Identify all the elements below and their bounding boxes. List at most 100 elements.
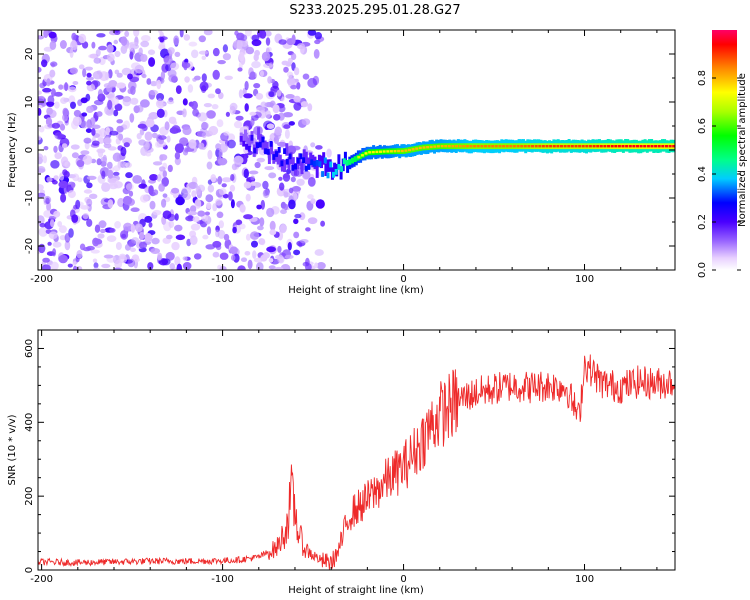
noise-cell: [167, 47, 175, 55]
ridge-core-cell: [455, 145, 458, 148]
colorbar-tick-label: 0.0: [697, 262, 708, 278]
noise-cell: [139, 241, 147, 249]
noise-cell: [144, 233, 153, 243]
ridge-core-cell: [400, 149, 404, 153]
noise-cell: [64, 161, 71, 168]
noise-cell: [38, 125, 45, 133]
ridge-halo-cell: [263, 140, 267, 153]
noise-cell: [250, 175, 255, 181]
noise-cell: [277, 141, 287, 147]
noise-cell: [188, 139, 197, 149]
noise-cell: [189, 205, 197, 213]
noise-cell: [79, 243, 86, 251]
noise-cell: [217, 176, 223, 185]
noise-cell: [147, 262, 154, 270]
noise-cell: [86, 175, 97, 180]
colorbar: 0.0 0.2 0.4 0.6 0.8 Normalized spectral ampl…: [697, 30, 748, 278]
noise-cell: [48, 231, 58, 240]
ridge-core-cell: [552, 145, 556, 148]
noise-cell: [116, 82, 126, 89]
noise-cell: [86, 105, 94, 113]
noise-cell: [260, 238, 266, 246]
noise-cell: [192, 216, 200, 223]
noise-cell: [103, 142, 112, 149]
y-tick-label: 400: [24, 413, 35, 432]
noise-cell: [123, 222, 133, 232]
noise-cell: [268, 265, 276, 270]
noise-cell: [215, 88, 221, 95]
noise-cell: [225, 111, 230, 117]
ridge-halo-cell: [291, 157, 295, 170]
noise-cell: [106, 235, 117, 243]
ridge-core-cell: [382, 150, 386, 153]
noise-cell: [71, 152, 79, 159]
ridge-halo-cell: [248, 134, 252, 148]
noise-cell: [272, 104, 280, 114]
ridge-core-cell: [563, 145, 567, 148]
noise-cell: [38, 192, 46, 198]
noise-cell: [260, 254, 268, 262]
ridge-core-cell: [433, 145, 437, 148]
noise-cell: [53, 210, 61, 218]
noise-cell: [217, 264, 222, 270]
noise-cell: [118, 133, 124, 141]
noise-cell: [116, 125, 124, 133]
ridge-mid-cell: [663, 143, 667, 150]
noise-cell: [47, 95, 55, 105]
noise-cell: [274, 266, 284, 270]
noise-cell: [243, 168, 249, 179]
ridge-halo-cell: [337, 154, 341, 167]
noise-cell: [97, 89, 103, 99]
noise-cell: [199, 81, 209, 92]
noise-cell: [76, 250, 83, 259]
ridge-halo-cell: [257, 127, 261, 140]
noise-cell: [206, 226, 212, 236]
noise-cell: [226, 133, 236, 142]
ridge-core-cell: [516, 145, 520, 148]
noise-cell: [58, 225, 67, 234]
noise-cell: [238, 51, 245, 62]
noise-cell: [208, 125, 219, 136]
ridge-mid-cell: [264, 148, 268, 155]
noise-cell: [146, 78, 152, 85]
noise-cell: [301, 118, 311, 126]
noise-cell: [326, 148, 332, 158]
noise-cell: [235, 115, 244, 121]
noise-cell: [194, 198, 202, 209]
noise-cell: [86, 76, 94, 81]
noise-cell: [261, 51, 271, 62]
noise-cell: [53, 145, 58, 153]
ridge-halo-cell: [244, 129, 247, 142]
ridge-mid-cell: [299, 153, 303, 160]
noise-cell: [101, 182, 111, 193]
noise-cell: [174, 256, 181, 266]
noise-cell: [90, 249, 100, 254]
noise-cell: [137, 123, 147, 129]
noise-cell: [315, 145, 323, 150]
noise-cell: [215, 198, 223, 206]
noise-cell: [85, 93, 91, 102]
y-tick-label: 20: [24, 48, 35, 61]
ridge-halo-cell: [320, 155, 323, 169]
noise-cell: [172, 120, 178, 126]
ridge-core-cell: [523, 145, 527, 148]
noise-cell: [293, 192, 298, 201]
noise-cell: [70, 101, 76, 110]
noise-cell: [174, 151, 181, 160]
noise-cell: [293, 95, 301, 103]
colorbar-bar: [712, 30, 737, 270]
ridge-mid-cell: [318, 161, 322, 167]
ridge-mid-cell: [511, 143, 515, 150]
noise-cell: [149, 174, 159, 181]
ridge-mid-cell: [269, 141, 273, 147]
noise-cell: [201, 55, 207, 60]
noise-cell: [191, 100, 198, 110]
ridge-core-cell: [386, 150, 390, 153]
noise-cell: [245, 193, 251, 202]
ridge-mid-cell: [261, 136, 265, 143]
ridge-mid-cell: [467, 143, 471, 150]
noise-cell: [250, 231, 260, 240]
noise-cell: [100, 156, 107, 162]
ridge-mid-cell: [652, 143, 656, 150]
noise-cell: [72, 265, 78, 270]
